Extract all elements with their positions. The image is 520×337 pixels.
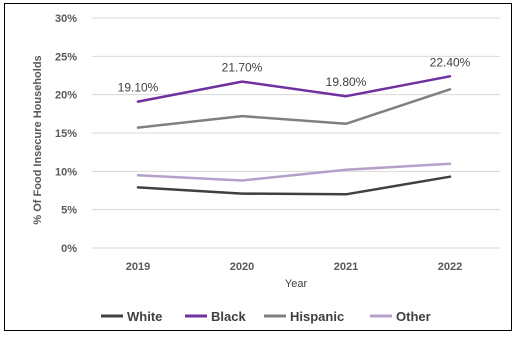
y-tick-label: 15% <box>55 128 77 140</box>
gridlines <box>92 17 500 249</box>
series-line-white <box>136 175 452 196</box>
series-line-black <box>136 75 452 103</box>
x-axis-ticks: 2019 2020 2021 2022 <box>126 261 462 273</box>
y-tick-label: 5% <box>61 205 77 217</box>
y-tick-label: 30% <box>55 13 77 25</box>
data-label: 19.80% <box>326 75 367 89</box>
x-tick-label: 2021 <box>334 261 358 273</box>
chart-frame <box>4 3 512 331</box>
y-tick-label: 20% <box>55 90 77 102</box>
data-label: 19.10% <box>118 81 159 95</box>
data-label: 22.40% <box>430 55 471 69</box>
x-tick-label: 2019 <box>126 261 150 273</box>
legend-label-white: White <box>127 309 162 324</box>
data-label: 21.70% <box>222 61 263 75</box>
legend-label-black: Black <box>211 309 246 324</box>
x-tick-label: 2022 <box>438 261 462 273</box>
data-labels: 19.10% 21.70% 19.80% 22.40% <box>118 55 471 94</box>
y-tick-label: 25% <box>55 51 77 63</box>
legend-label-other: Other <box>396 309 431 324</box>
y-tick-label: 10% <box>55 166 77 178</box>
x-axis-title: Year <box>285 278 308 290</box>
series-line-other <box>136 162 452 182</box>
y-axis-ticks: 0% 5% 10% 15% 20% 25% 30% <box>55 13 77 255</box>
series-line-hispanic <box>136 88 452 129</box>
series-lines <box>136 75 452 196</box>
y-axis-title: % Of Food Insecure Households <box>32 55 44 224</box>
y-tick-label: 0% <box>61 243 77 255</box>
legend: White Black Hispanic Other <box>101 309 431 324</box>
x-tick-label: 2020 <box>230 261 254 273</box>
legend-label-hispanic: Hispanic <box>290 309 344 324</box>
